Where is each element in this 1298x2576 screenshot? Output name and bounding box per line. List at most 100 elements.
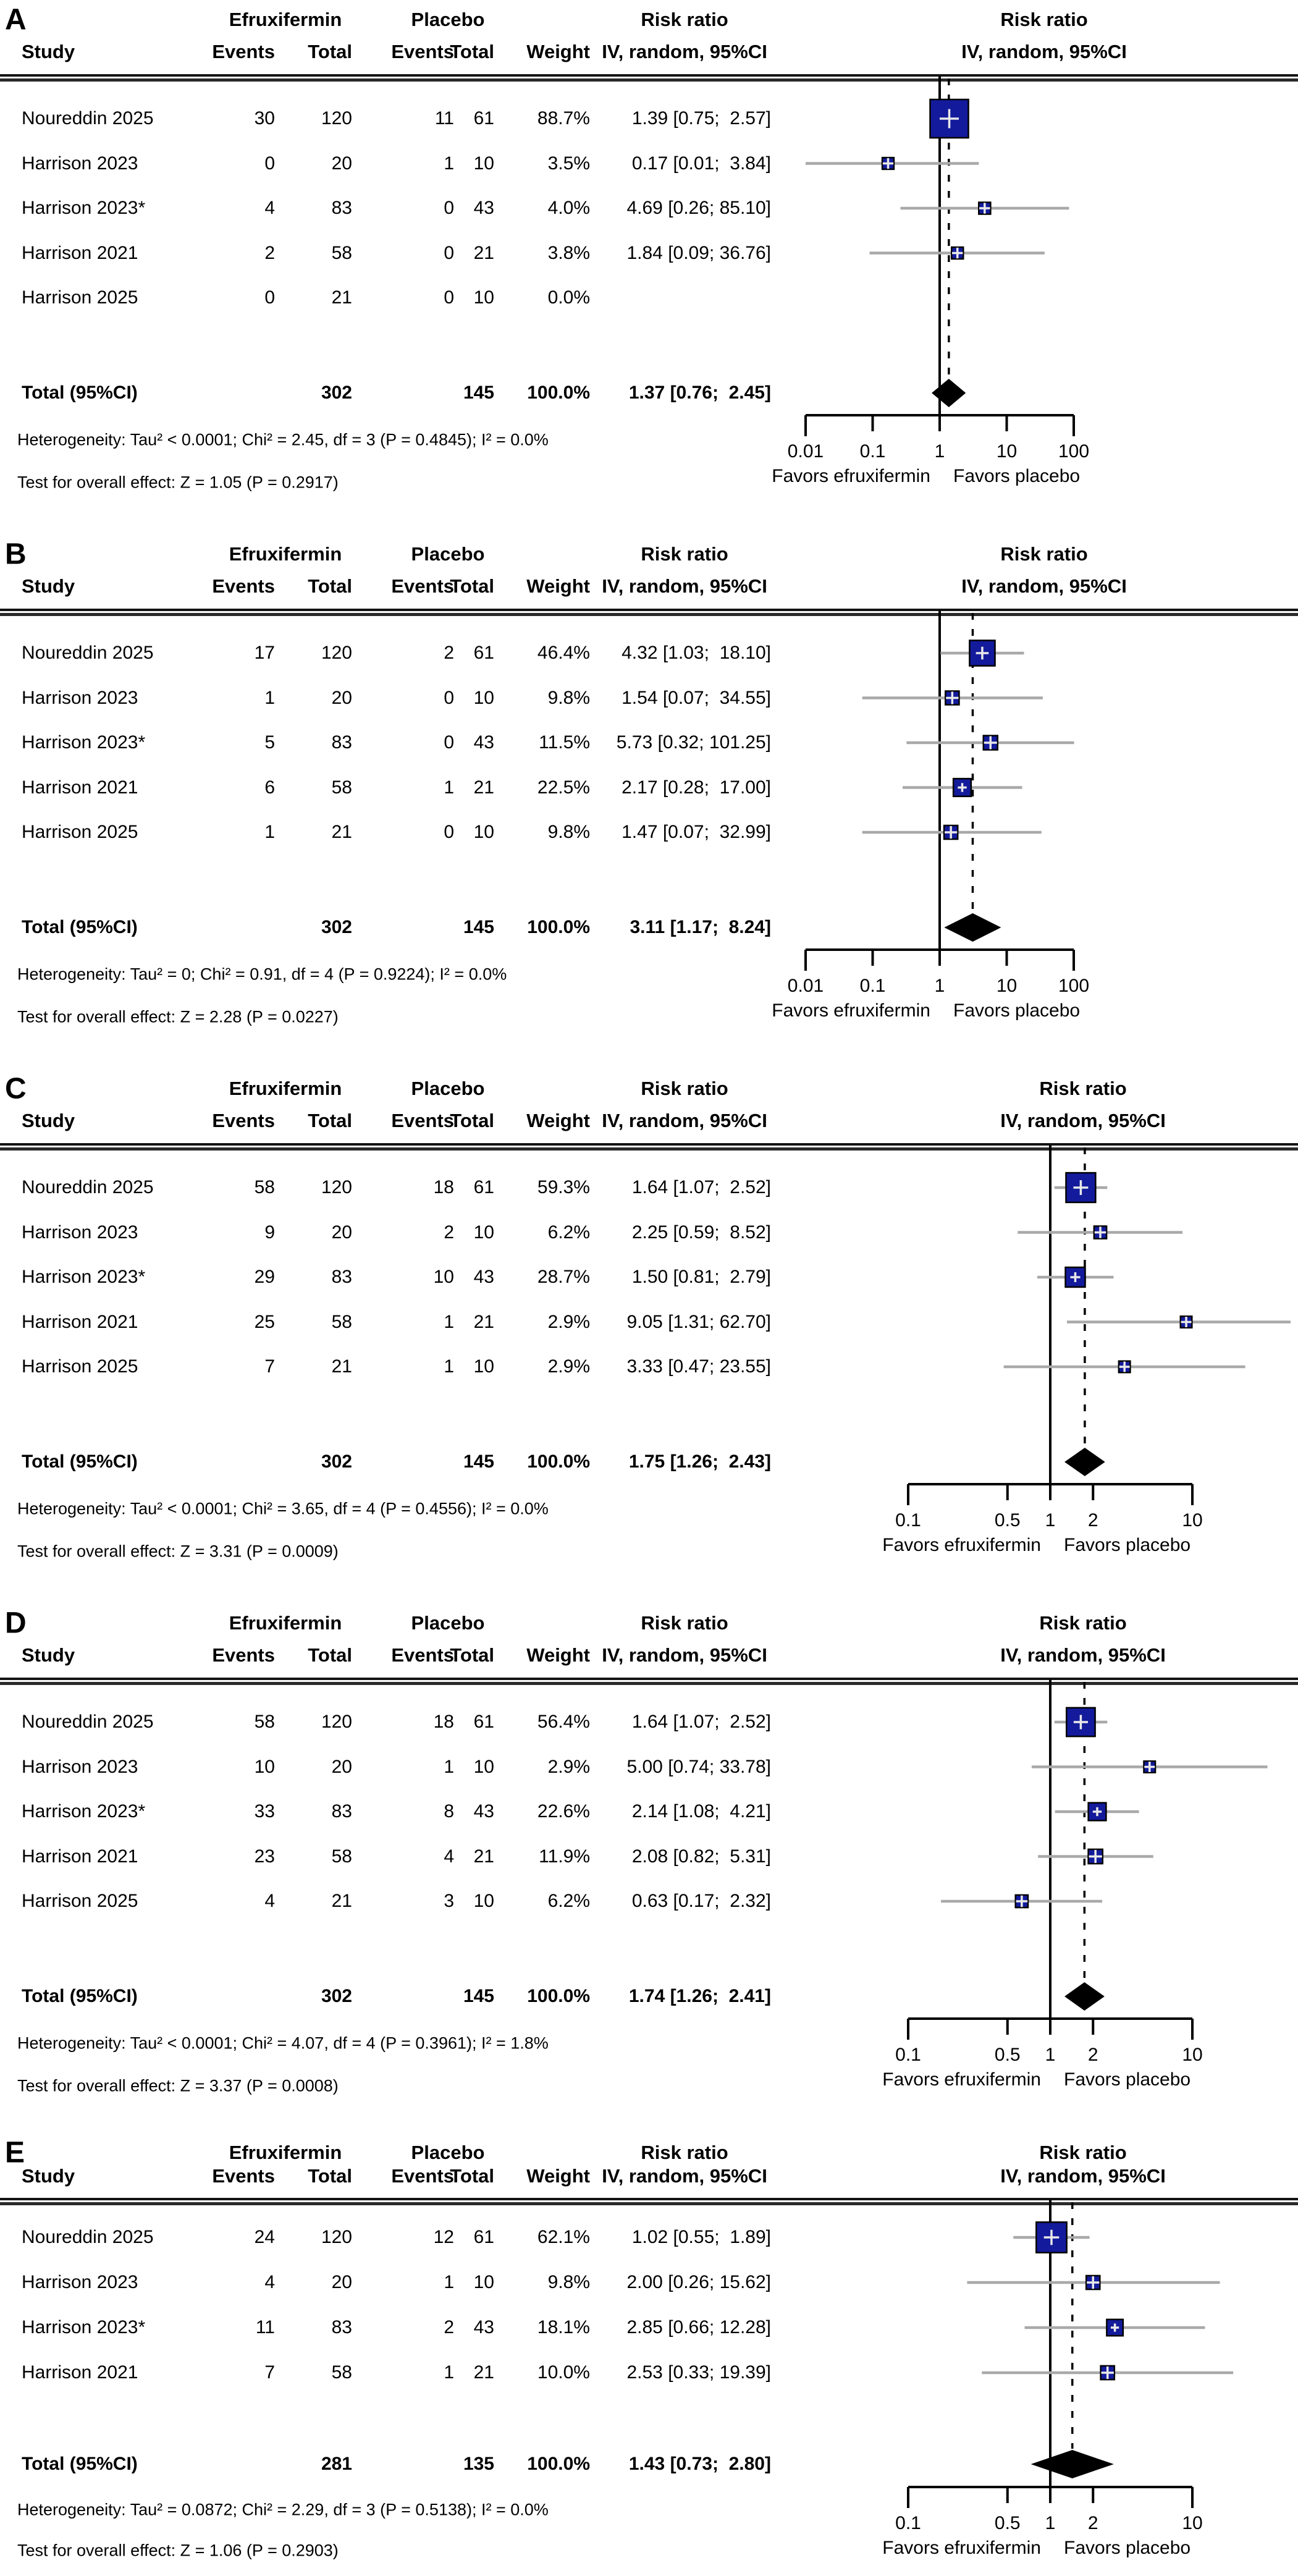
study-name: Harrison 2025 xyxy=(22,1356,138,1377)
placebo-total: 10 xyxy=(473,822,494,842)
total-treatment-n: 302 xyxy=(321,382,352,403)
favors-left-label: Favors efruxifermin xyxy=(882,2538,1041,2558)
study-name: Harrison 2021 xyxy=(22,242,138,263)
study-name: Harrison 2023* xyxy=(22,198,146,218)
col-header-weight: Weight xyxy=(526,575,590,597)
risk-ratio-heading: Risk ratio xyxy=(641,543,728,565)
treatment-events: 9 xyxy=(264,1222,275,1243)
col-header-total: Total xyxy=(450,2165,494,2187)
placebo-events: 2 xyxy=(444,2317,454,2337)
col-group-treatment: Efruxifermin xyxy=(229,543,342,565)
weight-value: 88.7% xyxy=(537,108,590,129)
risk-ratio-heading: Risk ratio xyxy=(641,1612,728,1634)
treatment-events: 2 xyxy=(264,242,275,263)
axis-tick-label: 0.01 xyxy=(788,976,824,996)
placebo-total: 21 xyxy=(473,1311,494,1332)
treatment-total: 83 xyxy=(331,732,352,753)
ci-text: 0.17 [0.01; 3.84] xyxy=(631,153,771,174)
total-ci-text: 1.43 [0.73; 2.80] xyxy=(628,2454,771,2474)
placebo-events: 0 xyxy=(444,732,454,753)
ci-text: 1.84 [0.09; 36.76] xyxy=(626,242,771,263)
total-weight: 100.0% xyxy=(527,917,590,937)
placebo-total: 10 xyxy=(473,153,494,174)
plot-method-heading: IV, random, 95%CI xyxy=(1000,1644,1166,1666)
risk-ratio-plot-heading: Risk ratio xyxy=(1039,2142,1127,2163)
col-header-weight: Weight xyxy=(526,1644,590,1666)
col-header-study: Study xyxy=(22,41,75,62)
col-header-total: Total xyxy=(450,1110,494,1131)
weight-value: 9.8% xyxy=(547,687,590,708)
header-rule xyxy=(0,1678,1298,1682)
treatment-events: 30 xyxy=(254,108,275,129)
weight-value: 22.5% xyxy=(537,777,590,798)
total-placebo-n: 135 xyxy=(463,2454,494,2474)
weight-value: 22.6% xyxy=(537,1801,590,1822)
ci-text: 1.64 [1.07; 2.52] xyxy=(631,1712,771,1732)
weight-value: 4.0% xyxy=(547,198,590,218)
study-name: Harrison 2023 xyxy=(22,1756,138,1777)
col-group-treatment: Efruxifermin xyxy=(229,2142,342,2163)
col-group-placebo: Placebo xyxy=(411,543,485,565)
placebo-total: 43 xyxy=(473,2317,494,2337)
treatment-total: 58 xyxy=(331,242,352,263)
header-rule xyxy=(0,609,1298,613)
weight-value: 62.1% xyxy=(537,2227,590,2247)
weight-value: 2.9% xyxy=(547,1756,590,1777)
placebo-events: 0 xyxy=(444,822,454,842)
favors-right-label: Favors placebo xyxy=(1064,1535,1191,1555)
treatment-events: 7 xyxy=(264,2362,275,2383)
treatment-events: 4 xyxy=(264,2272,275,2292)
col-header-weight: Weight xyxy=(526,41,590,62)
forest-panel-a: A Efruxifermin Placebo Risk ratio Risk ratio… xyxy=(0,0,1298,534)
treatment-total: 120 xyxy=(321,643,352,663)
treatment-events: 1 xyxy=(264,687,275,708)
col-group-treatment: Efruxifermin xyxy=(229,9,342,30)
col-header-events: Events xyxy=(391,575,454,597)
ci-text: 2.25 [0.59; 8.52] xyxy=(631,1222,771,1243)
study-name: Harrison 2025 xyxy=(22,1891,138,1911)
effect-square xyxy=(1087,1802,1107,1822)
study-name: Harrison 2023 xyxy=(22,153,138,174)
placebo-total: 43 xyxy=(473,732,494,753)
col-header-study: Study xyxy=(22,575,75,597)
treatment-total: 120 xyxy=(321,2227,352,2247)
axis-tick-label: 2 xyxy=(1088,2045,1098,2065)
axis-tick-label: 10 xyxy=(1182,2513,1202,2533)
study-name: Harrison 2023* xyxy=(22,732,146,753)
panel-label: C xyxy=(5,1072,27,1105)
col-header-total: Total xyxy=(308,2165,352,2187)
weight-value: 11.5% xyxy=(539,732,590,753)
favors-left-label: Favors efruxifermin xyxy=(882,1535,1041,1555)
placebo-total: 43 xyxy=(473,198,494,218)
treatment-total: 83 xyxy=(331,1267,352,1287)
col-header-total: Total xyxy=(450,41,494,62)
favors-left-label: Favors efruxifermin xyxy=(772,466,930,486)
placebo-total: 21 xyxy=(473,777,494,798)
treatment-total: 120 xyxy=(321,1177,352,1197)
col-group-placebo: Placebo xyxy=(411,9,485,30)
treatment-events: 5 xyxy=(264,732,275,753)
placebo-total: 61 xyxy=(473,1177,494,1197)
forest-plot-canvas: 0.01 0.1 1 10 100 Favors efruxifermin Favors p… xyxy=(772,610,1089,1021)
treatment-total: 21 xyxy=(331,1356,352,1377)
treatment-events: 24 xyxy=(254,2227,275,2247)
risk-ratio-heading: Risk ratio xyxy=(641,1078,728,1099)
col-header-events: Events xyxy=(212,1644,275,1666)
treatment-events: 10 xyxy=(254,1756,275,1777)
study-name: Harrison 2023* xyxy=(22,1801,146,1822)
placebo-events: 1 xyxy=(444,1311,454,1332)
axis-tick-label: 1 xyxy=(1045,2513,1056,2533)
weight-value: 6.2% xyxy=(547,1222,590,1243)
treatment-events: 58 xyxy=(254,1712,275,1732)
risk-ratio-plot-heading: Risk ratio xyxy=(1039,1612,1127,1634)
treatment-events: 11 xyxy=(255,2317,275,2337)
axis-tick-label: 0.1 xyxy=(895,2045,921,2065)
weight-value: 18.1% xyxy=(537,2317,590,2337)
favors-right-label: Favors placebo xyxy=(1064,2069,1191,2090)
overall-effect-text: Test for overall effect: Z = 1.05 (P = 0… xyxy=(17,473,339,492)
ci-text: 2.14 [1.08; 4.21] xyxy=(631,1801,771,1822)
placebo-events: 0 xyxy=(444,198,454,218)
treatment-total: 83 xyxy=(331,198,352,218)
pooled-diamond xyxy=(1064,1982,1105,2011)
heterogeneity-text: Heterogeneity: Tau² = 0; Chi² = 0.91, df… xyxy=(17,965,507,984)
